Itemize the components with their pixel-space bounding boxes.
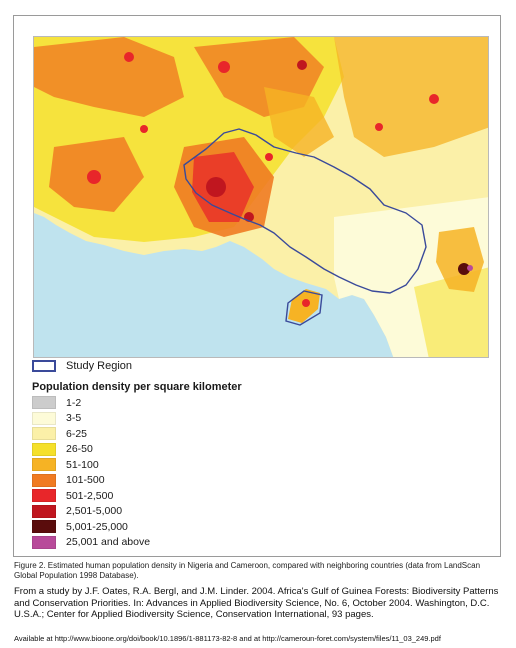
density-class-list: 1-2 3-5 6-25 26-50 51-100 101-500 501-2,500 2,5… <box>32 395 432 550</box>
central-cluster <box>264 87 334 157</box>
urban-spot <box>140 125 148 133</box>
density-legend-title: Population density per square kilometer <box>32 381 242 393</box>
density-class-swatch <box>32 489 56 503</box>
density-class-swatch <box>32 520 56 534</box>
density-class-label: 501-2,500 <box>66 489 114 502</box>
citation-text: From a study by J.F. Oates, R.A. Bergl, … <box>14 586 499 620</box>
density-class-item: 6-25 <box>32 426 432 442</box>
density-class-item: 2,501-5,000 <box>32 504 432 520</box>
density-class-label: 6-25 <box>66 427 88 440</box>
study-region-swatch <box>32 360 56 372</box>
figure-frame: Study Region Population density per squa… <box>13 15 501 557</box>
urban-spot <box>265 153 273 161</box>
north-west-cluster <box>34 37 184 117</box>
population-density-map <box>33 36 489 358</box>
density-class-item: 26-50 <box>32 442 432 458</box>
density-class-label: 3-5 <box>66 412 82 425</box>
density-class-label: 2,501-5,000 <box>66 505 123 518</box>
density-class-item: 101-500 <box>32 473 432 489</box>
density-class-swatch <box>32 504 56 518</box>
density-class-label: 101-500 <box>66 474 105 487</box>
urban-spot <box>124 52 134 62</box>
urban-spot-very-dense <box>467 265 473 271</box>
density-class-item: 51-100 <box>32 457 432 473</box>
highland-cluster <box>436 227 484 292</box>
study-region-island-outline <box>285 290 323 326</box>
density-class-swatch <box>32 473 56 487</box>
urban-spot <box>302 299 310 307</box>
urban-spot <box>429 94 439 104</box>
density-class-item: 5,001-25,000 <box>32 519 432 535</box>
density-class-label: 5,001-25,000 <box>66 520 128 533</box>
map-graphic <box>34 37 488 357</box>
urban-spot <box>87 170 101 184</box>
map-legend: Study Region Population density per squa… <box>32 357 432 550</box>
availability-text: Available at http://www.bioone.org/doi/b… <box>14 634 441 643</box>
north-east-band <box>334 37 488 157</box>
density-class-label: 51-100 <box>66 458 99 471</box>
density-class-swatch <box>32 427 56 441</box>
density-class-item: 1-2 <box>32 395 432 411</box>
density-class-item: 501-2,500 <box>32 488 432 504</box>
density-class-swatch <box>32 535 56 549</box>
density-class-label: 25,001 and above <box>66 536 151 549</box>
study-region-label: Study Region <box>66 360 133 372</box>
density-class-item: 25,001 and above <box>32 535 432 551</box>
urban-spot <box>297 60 307 70</box>
density-class-swatch <box>32 411 56 425</box>
density-class-swatch <box>32 442 56 456</box>
urban-spot-dense <box>458 263 470 275</box>
density-class-label: 26-50 <box>66 443 93 456</box>
urban-spot <box>206 177 226 197</box>
study-region-legend-item: Study Region <box>32 357 432 375</box>
density-class-swatch <box>32 396 56 410</box>
density-class-swatch <box>32 458 56 472</box>
density-class-label: 1-2 <box>66 396 82 409</box>
urban-spot <box>375 123 383 131</box>
urban-spot <box>218 61 230 73</box>
density-class-item: 3-5 <box>32 411 432 427</box>
figure-caption: Figure 2. Estimated human population den… <box>14 561 481 580</box>
study-region-outline <box>183 128 427 294</box>
